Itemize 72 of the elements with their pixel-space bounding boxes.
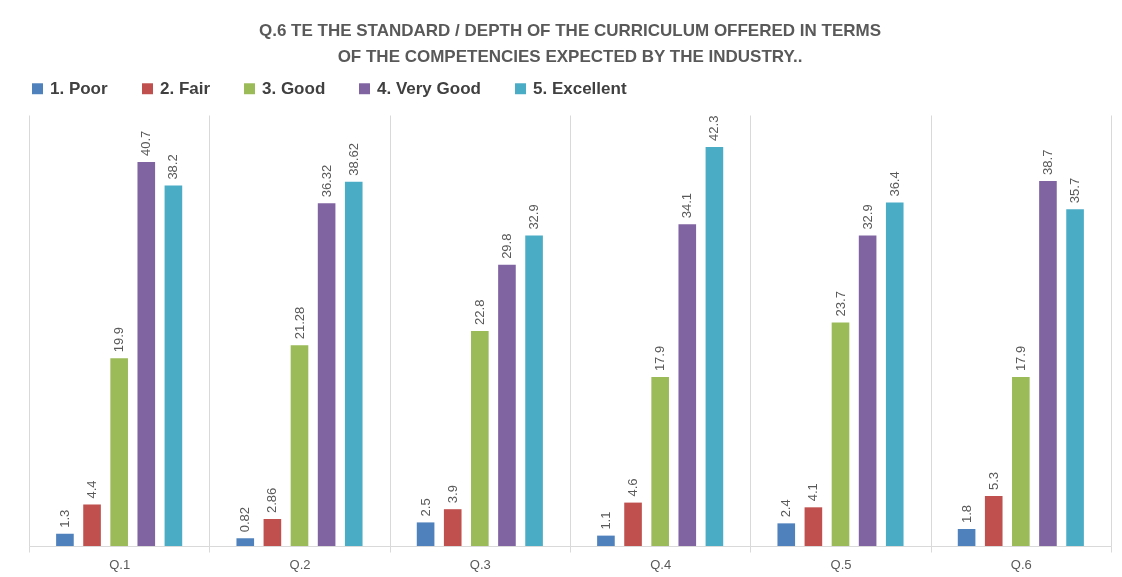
data-label: 1.3	[56, 509, 72, 528]
data-label: 32.9	[526, 204, 542, 230]
bar	[885, 202, 904, 546]
data-label: 38.7	[1039, 149, 1055, 175]
data-label: 4.1	[805, 483, 821, 502]
legend-label: 4. Very Good	[377, 78, 481, 98]
x-tick-label: Q.1	[109, 556, 131, 572]
data-label: 36.32	[318, 164, 334, 198]
bar	[317, 203, 336, 546]
bar	[984, 496, 1003, 546]
data-label: 35.7	[1067, 177, 1083, 204]
bar	[137, 162, 156, 546]
bar	[705, 146, 724, 546]
data-label: 38.62	[345, 143, 361, 176]
data-label: 17.9	[1012, 345, 1028, 372]
data-label: 34.1	[679, 192, 695, 219]
bar	[236, 538, 255, 546]
legend-label: 2. Fair	[160, 78, 211, 98]
bar	[831, 322, 850, 546]
data-label: 40.7	[138, 130, 154, 157]
data-label: 2.5	[417, 498, 433, 517]
data-label: 29.8	[498, 233, 514, 259]
x-tick-label: Q.4	[650, 556, 672, 572]
data-label: 17.9	[652, 345, 668, 372]
data-label: 2.86	[264, 487, 280, 514]
legend-label: 3. Good	[262, 78, 326, 98]
bar	[858, 235, 877, 546]
data-label: 42.3	[706, 115, 722, 141]
data-label: 23.7	[832, 291, 848, 317]
legend-label: 1. Poor	[50, 78, 109, 98]
bar	[290, 345, 309, 546]
bar	[1066, 209, 1084, 546]
data-label: 1.1	[597, 511, 613, 530]
data-label: 21.28	[291, 306, 307, 340]
data-label: 2.4	[778, 499, 794, 518]
x-tick-label: Q.3	[469, 556, 491, 572]
bar	[678, 224, 697, 546]
data-label: 4.4	[84, 480, 100, 499]
bar	[525, 235, 543, 546]
x-tick-label: Q.2	[289, 556, 311, 572]
data-label: 1.8	[958, 504, 974, 524]
bar	[651, 377, 669, 546]
data-label: 32.9	[859, 204, 875, 230]
data-label: 4.6	[625, 478, 641, 497]
data-label: 5.3	[985, 471, 1001, 490]
data-label: 38.2	[165, 154, 181, 180]
data-label: 22.8	[471, 299, 487, 325]
bar	[777, 523, 796, 546]
bar	[498, 264, 516, 546]
legend-label: 5. Excellent	[533, 78, 627, 98]
bar	[56, 533, 74, 546]
bar	[344, 181, 363, 546]
chart-title: Q.6 TE THE STANDARD / DEPTH OF THE CURRICULUM OFFERED IN TERMS OF THE COMPETENCIES EXPECTED BY THE INDUSTRY..	[258, 21, 882, 66]
bar	[804, 507, 823, 546]
bar	[957, 529, 976, 546]
bar	[110, 358, 128, 546]
bar	[263, 519, 282, 546]
x-tick-label: Q.6	[1010, 556, 1032, 572]
data-label: 3.9	[444, 485, 460, 504]
data-label: 36.4	[886, 171, 902, 197]
bar	[416, 522, 435, 546]
data-label: 19.9	[111, 326, 127, 353]
data-label: 0.82	[237, 506, 253, 533]
bar	[1012, 377, 1030, 546]
bar	[164, 185, 183, 546]
bar	[597, 535, 615, 546]
bar	[83, 504, 101, 546]
bar	[1039, 180, 1057, 546]
bar	[624, 502, 642, 546]
x-tick-label: Q.5	[830, 556, 852, 572]
bar	[471, 330, 489, 546]
bar	[443, 509, 462, 546]
